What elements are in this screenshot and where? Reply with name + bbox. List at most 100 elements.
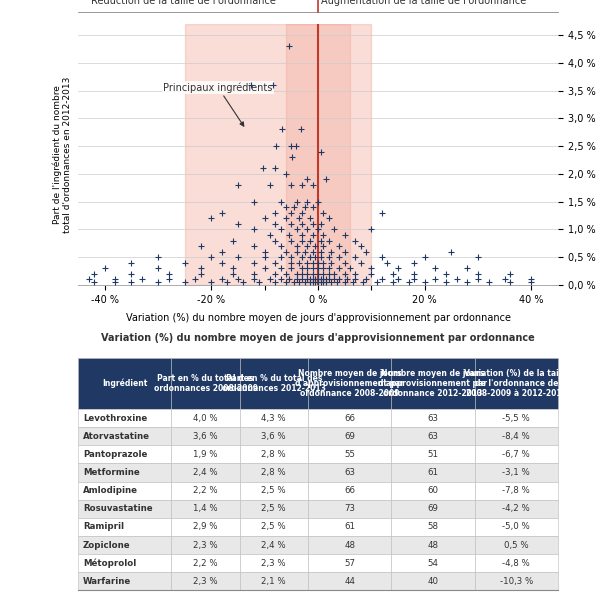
Bar xyxy=(172,482,239,500)
Point xyxy=(308,258,317,268)
Point xyxy=(329,269,339,279)
Bar xyxy=(391,572,475,591)
Point xyxy=(206,214,216,223)
Point xyxy=(441,269,451,279)
Point xyxy=(302,225,312,234)
Point xyxy=(316,147,325,156)
Bar xyxy=(475,554,558,572)
Point xyxy=(329,225,339,234)
Point xyxy=(340,230,349,240)
Point xyxy=(292,247,301,256)
Point xyxy=(308,180,317,190)
Point xyxy=(431,264,440,273)
Point xyxy=(276,275,286,285)
Text: 3,6 %: 3,6 % xyxy=(193,432,218,441)
Point xyxy=(292,241,301,251)
Point xyxy=(281,247,291,256)
Point xyxy=(319,277,328,287)
Point xyxy=(324,275,334,285)
Point xyxy=(258,164,268,173)
Point xyxy=(127,269,136,279)
Point xyxy=(326,277,336,287)
Bar xyxy=(308,554,391,572)
Bar xyxy=(286,24,350,285)
Point xyxy=(296,125,306,134)
Point xyxy=(329,275,339,285)
Text: 54: 54 xyxy=(427,559,439,568)
Point xyxy=(271,219,280,229)
Point xyxy=(272,141,281,151)
Point xyxy=(291,141,301,151)
Bar xyxy=(239,464,308,482)
Point xyxy=(233,180,243,190)
Point xyxy=(233,275,243,285)
Point xyxy=(297,275,307,285)
Point xyxy=(302,197,312,207)
Point xyxy=(446,247,456,256)
Bar xyxy=(239,358,308,409)
Point xyxy=(164,269,173,279)
Point xyxy=(383,258,392,268)
Point xyxy=(335,241,344,251)
Point xyxy=(311,252,320,262)
Point xyxy=(249,269,259,279)
Point xyxy=(319,241,328,251)
Point xyxy=(308,264,317,273)
Bar xyxy=(391,358,475,409)
Point xyxy=(332,277,341,287)
Point xyxy=(100,264,109,273)
Text: -5,0 %: -5,0 % xyxy=(502,522,530,531)
Point xyxy=(297,252,307,262)
Point xyxy=(302,275,312,285)
Bar xyxy=(391,500,475,518)
Text: Amlodipine: Amlodipine xyxy=(83,486,138,495)
Bar xyxy=(172,554,239,572)
Text: 73: 73 xyxy=(344,504,355,513)
Point xyxy=(319,208,328,217)
Point xyxy=(297,180,307,190)
Point xyxy=(277,125,287,134)
Point xyxy=(308,202,317,212)
Bar xyxy=(78,536,172,554)
Point xyxy=(297,230,307,240)
Point xyxy=(281,214,291,223)
Point xyxy=(350,236,360,246)
Point xyxy=(316,247,325,256)
Point xyxy=(335,264,344,273)
Point xyxy=(377,252,387,262)
Point xyxy=(180,277,190,287)
Point xyxy=(431,275,440,285)
Text: 2,5 %: 2,5 % xyxy=(262,504,286,513)
Point xyxy=(265,230,275,240)
Point xyxy=(180,258,190,268)
Point xyxy=(260,214,269,223)
Text: 4,0 %: 4,0 % xyxy=(193,413,218,422)
Bar xyxy=(78,482,172,500)
Bar xyxy=(239,536,308,554)
Point xyxy=(254,277,264,287)
Point xyxy=(505,277,515,287)
Point xyxy=(500,275,509,285)
Text: Levothroxine: Levothroxine xyxy=(83,413,147,422)
Bar xyxy=(308,464,391,482)
Point xyxy=(473,269,483,279)
Point xyxy=(367,264,376,273)
Text: Pantoprazole: Pantoprazole xyxy=(83,450,147,459)
Point xyxy=(233,252,243,262)
Point xyxy=(311,275,320,285)
Point xyxy=(289,277,299,287)
Point xyxy=(249,258,259,268)
Text: 3,6 %: 3,6 % xyxy=(262,432,286,441)
Point xyxy=(367,225,376,234)
Bar xyxy=(172,427,239,445)
Point xyxy=(305,214,315,223)
Point xyxy=(311,241,320,251)
Point xyxy=(297,269,307,279)
Point xyxy=(463,264,472,273)
Bar xyxy=(78,500,172,518)
Point xyxy=(271,236,280,246)
Point xyxy=(110,275,120,285)
Bar xyxy=(172,500,239,518)
Point xyxy=(292,225,301,234)
Point xyxy=(127,258,136,268)
